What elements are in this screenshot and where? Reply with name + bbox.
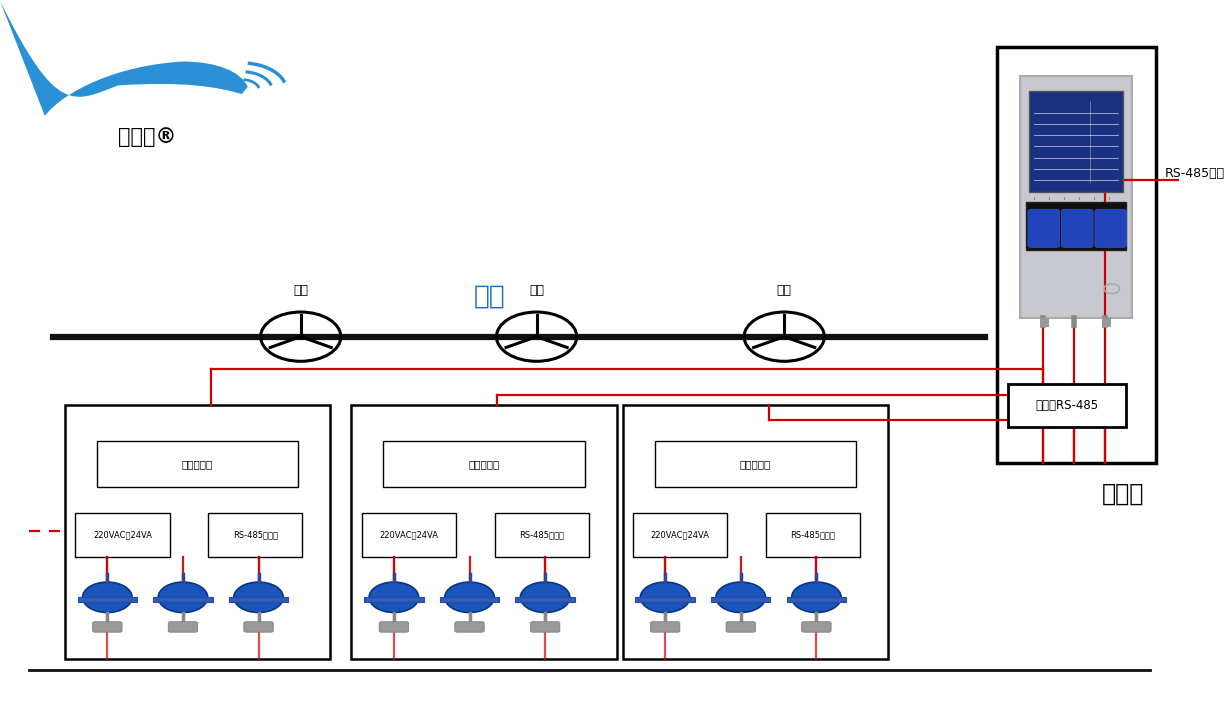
Text: 中间继电器: 中间继电器: [468, 459, 500, 468]
FancyBboxPatch shape: [787, 597, 846, 602]
FancyBboxPatch shape: [726, 622, 755, 632]
FancyBboxPatch shape: [228, 597, 289, 602]
FancyBboxPatch shape: [1102, 318, 1110, 327]
Text: RS-485转光纤: RS-485转光纤: [791, 531, 835, 540]
FancyBboxPatch shape: [623, 405, 888, 659]
Circle shape: [716, 582, 765, 613]
FancyBboxPatch shape: [379, 622, 409, 632]
Text: 中间继电器: 中间继电器: [182, 459, 214, 468]
Circle shape: [640, 582, 690, 613]
FancyBboxPatch shape: [1025, 202, 1126, 250]
FancyBboxPatch shape: [635, 597, 695, 602]
FancyBboxPatch shape: [65, 405, 330, 659]
Circle shape: [233, 582, 284, 613]
Text: 管廊: 管廊: [474, 283, 505, 309]
FancyBboxPatch shape: [1028, 209, 1060, 248]
Circle shape: [521, 582, 570, 613]
Text: 风机: 风机: [529, 284, 544, 297]
FancyBboxPatch shape: [97, 441, 298, 487]
FancyBboxPatch shape: [454, 622, 484, 632]
Circle shape: [158, 582, 208, 613]
FancyBboxPatch shape: [92, 622, 122, 632]
FancyBboxPatch shape: [651, 622, 680, 632]
FancyBboxPatch shape: [1095, 209, 1126, 248]
FancyBboxPatch shape: [996, 47, 1156, 463]
Text: 中控室: 中控室: [1102, 481, 1144, 505]
Text: 风机: 风机: [293, 284, 308, 297]
Circle shape: [82, 582, 133, 613]
FancyBboxPatch shape: [1008, 384, 1126, 427]
FancyBboxPatch shape: [362, 513, 457, 557]
Text: 中间继电器: 中间继电器: [739, 459, 771, 468]
Text: 安帕尔®: 安帕尔®: [118, 127, 177, 147]
Text: RS-485转光纤: RS-485转光纤: [233, 531, 278, 540]
Text: 风机: 风机: [777, 284, 792, 297]
Text: RS-485输出: RS-485输出: [1165, 167, 1226, 180]
FancyBboxPatch shape: [168, 622, 198, 632]
FancyBboxPatch shape: [655, 441, 856, 487]
FancyBboxPatch shape: [711, 597, 770, 602]
Circle shape: [370, 582, 419, 613]
Text: RS-485转光纤: RS-485转光纤: [519, 531, 565, 540]
FancyBboxPatch shape: [1020, 76, 1132, 318]
Text: 光纤转RS-485: 光纤转RS-485: [1035, 399, 1099, 412]
FancyBboxPatch shape: [244, 622, 274, 632]
FancyBboxPatch shape: [383, 441, 585, 487]
Text: 220VAC转24VA: 220VAC转24VA: [379, 531, 438, 540]
FancyBboxPatch shape: [75, 513, 169, 557]
FancyBboxPatch shape: [351, 405, 616, 659]
FancyBboxPatch shape: [365, 597, 424, 602]
FancyBboxPatch shape: [1061, 209, 1093, 248]
FancyBboxPatch shape: [766, 513, 860, 557]
FancyBboxPatch shape: [1040, 318, 1050, 327]
FancyBboxPatch shape: [440, 597, 500, 602]
FancyBboxPatch shape: [516, 597, 575, 602]
FancyBboxPatch shape: [1029, 90, 1122, 192]
Text: 220VAC转24VA: 220VAC转24VA: [93, 531, 152, 540]
FancyBboxPatch shape: [802, 622, 831, 632]
Circle shape: [445, 582, 495, 613]
FancyBboxPatch shape: [154, 597, 212, 602]
FancyBboxPatch shape: [495, 513, 589, 557]
FancyBboxPatch shape: [634, 513, 727, 557]
Circle shape: [792, 582, 841, 613]
FancyBboxPatch shape: [208, 513, 302, 557]
FancyBboxPatch shape: [530, 622, 560, 632]
PathPatch shape: [44, 62, 248, 116]
FancyBboxPatch shape: [77, 597, 138, 602]
Text: 220VAC转24VA: 220VAC转24VA: [651, 531, 710, 540]
